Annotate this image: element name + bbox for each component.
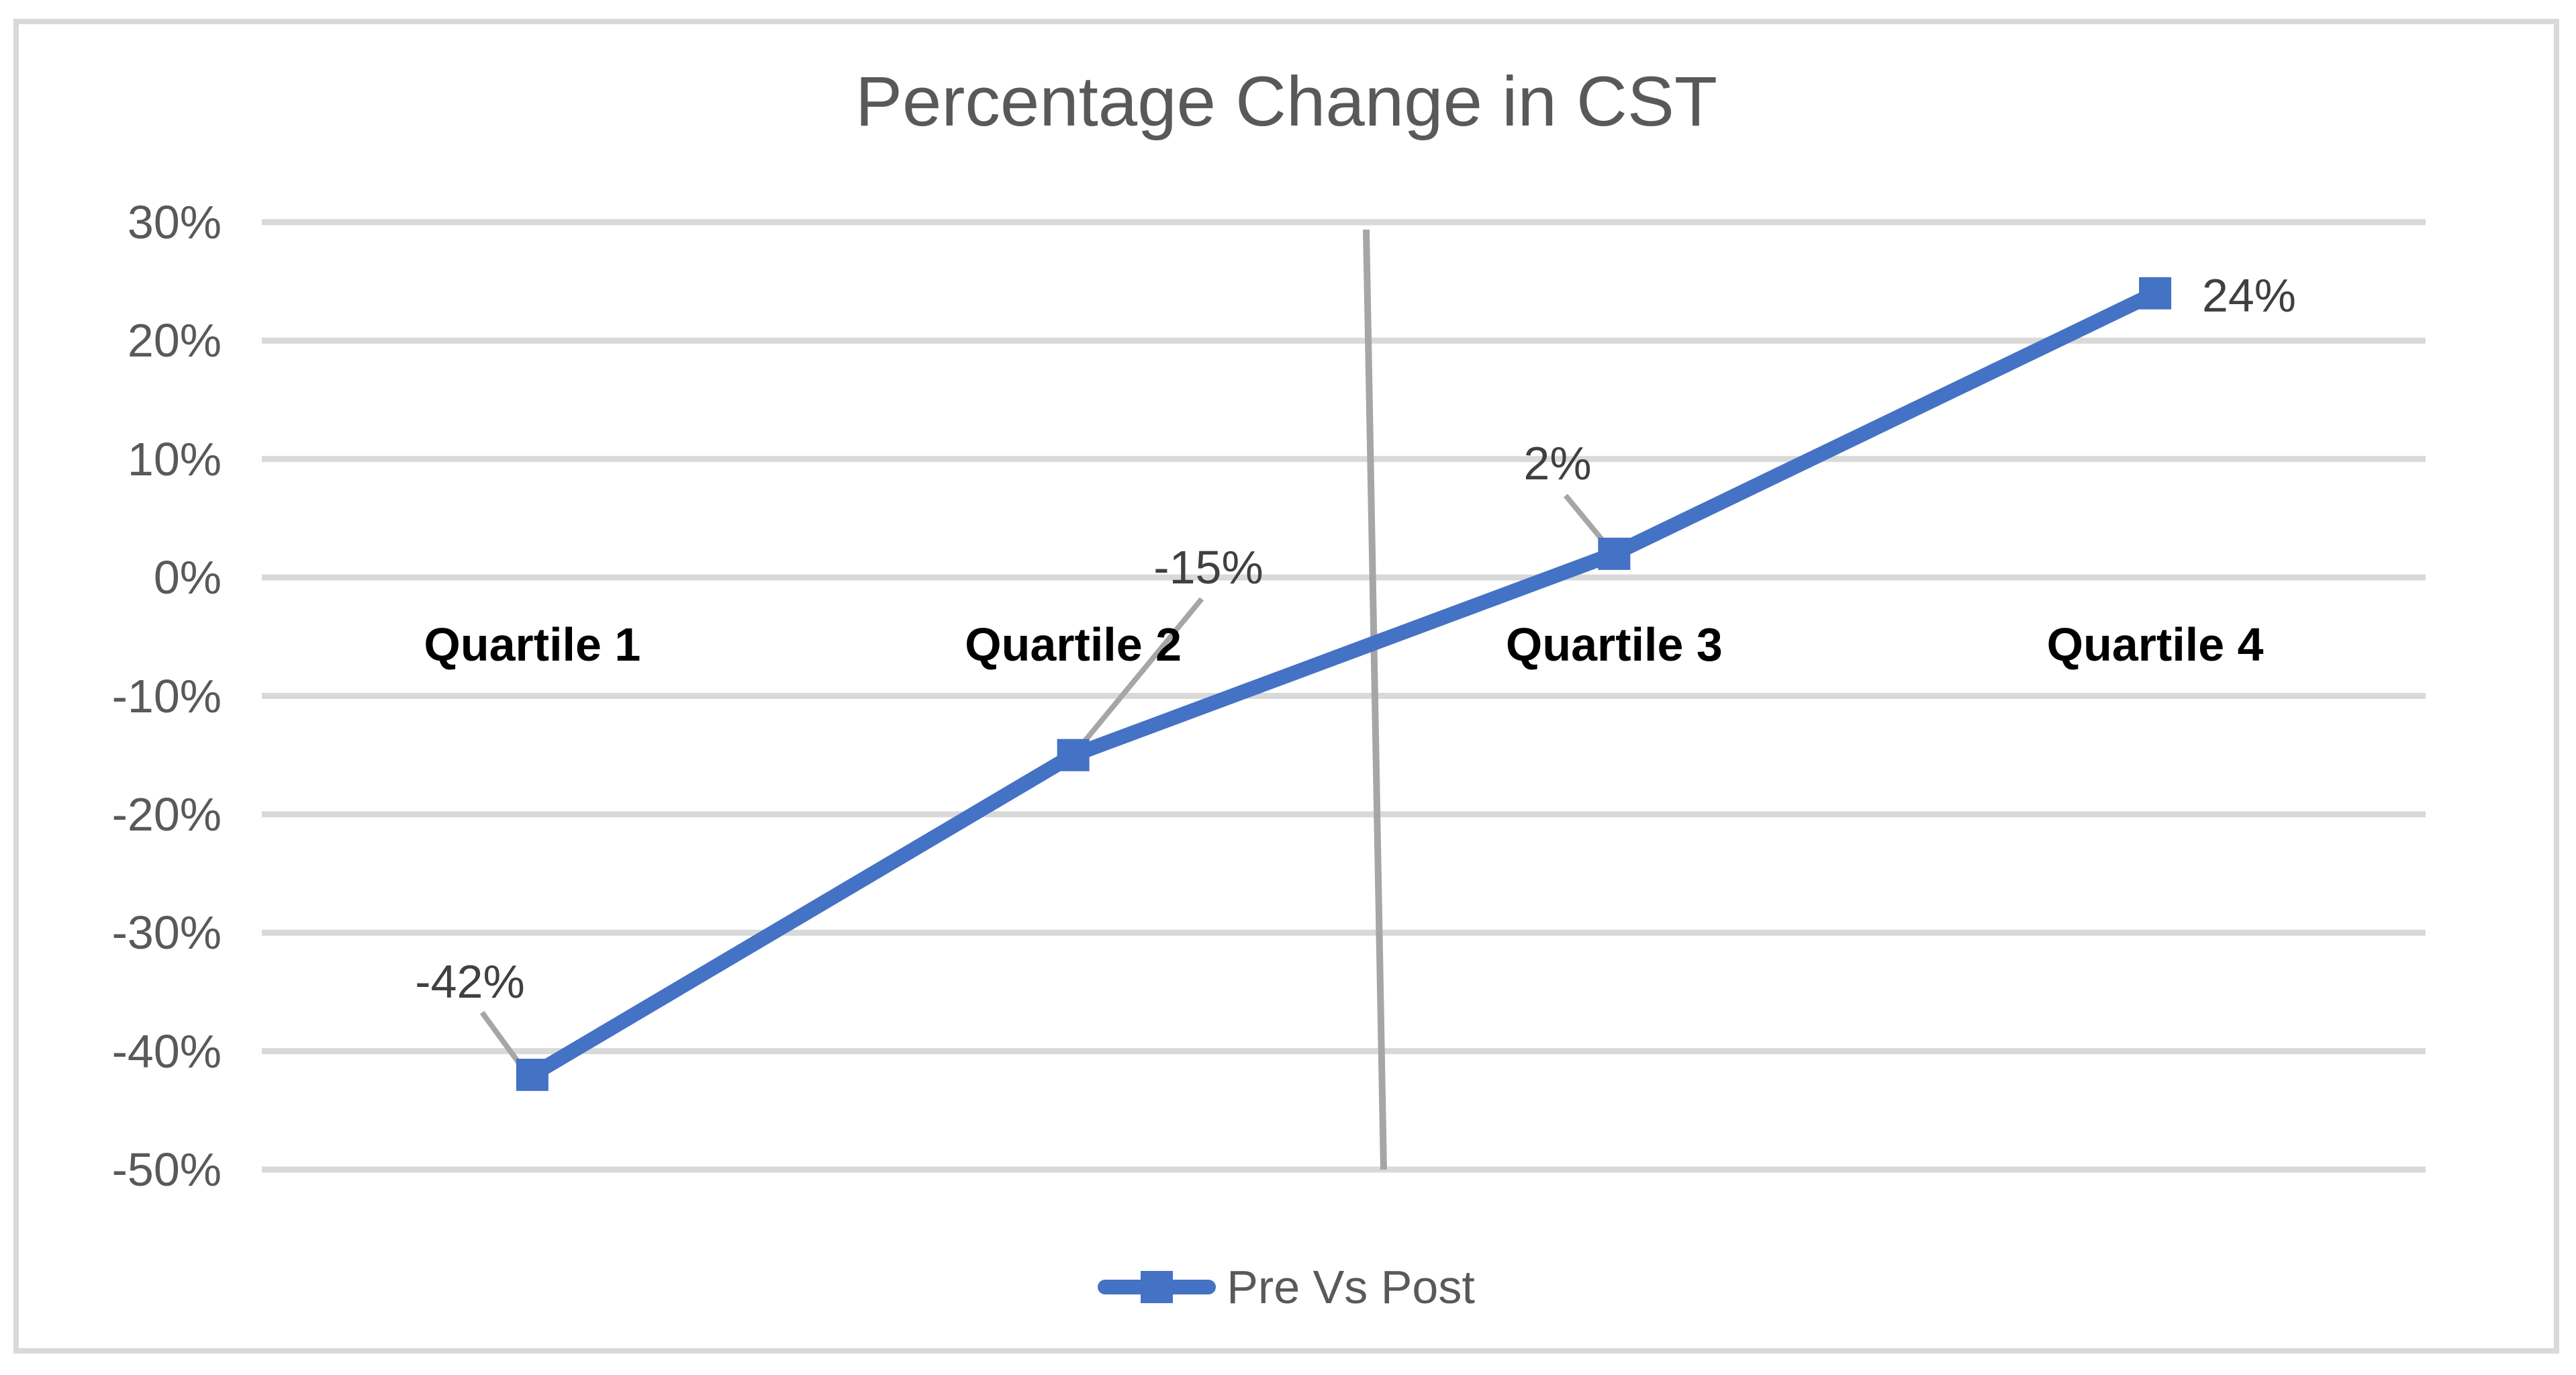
chart-title: Percentage Change in CST xyxy=(855,62,1718,141)
legend-line-icon xyxy=(1098,1271,1217,1303)
data-point-marker xyxy=(1057,739,1090,771)
y-axis-tick-label: -20% xyxy=(111,788,222,841)
data-point-marker xyxy=(2139,277,2172,310)
data-label-leader-line xyxy=(1074,597,1204,753)
y-axis-tick-label: -10% xyxy=(111,669,222,722)
y-axis-tick-label: 30% xyxy=(127,196,222,248)
legend-label: Pre Vs Post xyxy=(1227,1261,1475,1313)
data-point-marker xyxy=(516,1058,548,1091)
category-label: Quartile 2 xyxy=(965,618,1182,671)
category-label: Quartile 1 xyxy=(424,618,641,671)
data-point-label: 2% xyxy=(1523,437,1592,489)
y-axis-tick-label: 20% xyxy=(127,314,222,367)
category-label: Quartile 3 xyxy=(1505,618,1723,671)
y-axis-tick-label: 0% xyxy=(153,551,222,604)
y-axis-tick-label: -30% xyxy=(111,906,222,959)
y-axis-tick-label: 10% xyxy=(127,432,222,485)
series-line xyxy=(528,286,2158,1082)
y-axis-tick-label: -40% xyxy=(111,1025,222,1078)
legend: Pre Vs Post xyxy=(13,1257,2559,1317)
category-label: Quartile 4 xyxy=(2046,618,2264,671)
data-point-label: -15% xyxy=(1153,541,1263,594)
legend-marker-square-icon xyxy=(1141,1271,1174,1303)
chart-frame xyxy=(13,19,2559,1354)
data-point-label: -42% xyxy=(415,955,525,1008)
y-axis-tick-label: -50% xyxy=(111,1143,222,1196)
data-point-marker xyxy=(1598,537,1631,570)
divider-line xyxy=(1363,229,1387,1170)
data-point-label: 24% xyxy=(2201,269,2297,322)
